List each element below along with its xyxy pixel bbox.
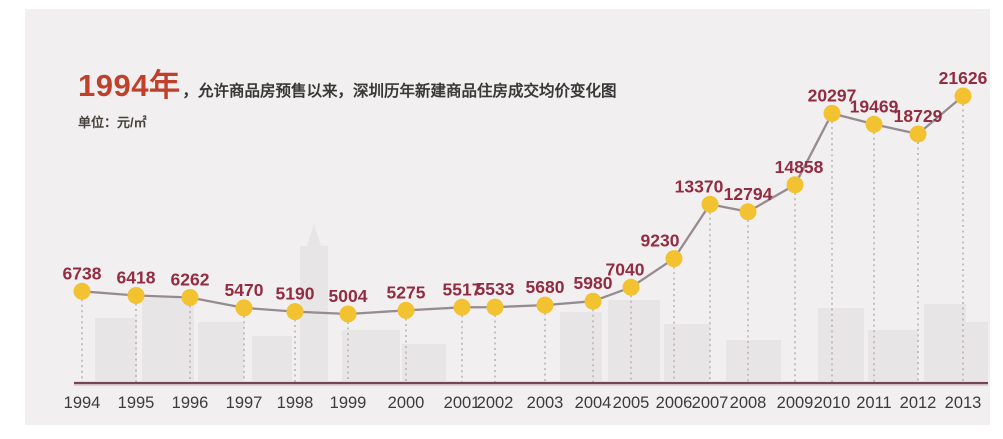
city-skyline-building [924, 304, 966, 381]
city-skyline-building [342, 330, 400, 381]
x-axis-year-label: 2008 [730, 394, 767, 412]
data-point-label: 5470 [225, 280, 264, 300]
city-skyline-building [252, 336, 292, 381]
city-skyline-building [95, 318, 137, 381]
data-point-marker [286, 303, 304, 321]
data-point-marker [339, 305, 357, 323]
title-year-highlight: 1994年 [78, 68, 181, 103]
x-axis-year-label: 1996 [172, 394, 209, 412]
city-skyline-building [402, 344, 446, 381]
data-point-marker [397, 301, 415, 319]
data-point-label: 6418 [117, 268, 156, 288]
data-point-marker [823, 104, 841, 122]
data-point-label: 9230 [641, 231, 680, 251]
title-text: ，允许商品房预售以来，深圳历年新建商品住房成交均价变化图 [182, 83, 617, 100]
data-point-marker [786, 176, 804, 194]
data-point-label: 7040 [606, 259, 645, 279]
data-point-label: 6262 [171, 270, 210, 290]
x-axis-year-label: 1995 [118, 394, 155, 412]
data-point-marker [701, 195, 719, 213]
x-axis-year-label: 2006 [656, 394, 693, 412]
city-skyline-building [142, 298, 194, 381]
data-point-marker [453, 298, 471, 316]
city-skyline-building [818, 308, 864, 381]
city-skyline-building [198, 322, 244, 381]
data-point-label: 13370 [675, 176, 724, 196]
data-point-marker [235, 299, 253, 317]
data-point-label: 5533 [476, 279, 515, 299]
data-point-label: 5680 [526, 277, 565, 297]
data-point-label: 5190 [276, 284, 315, 304]
data-point-marker [73, 282, 91, 300]
x-axis-year-label: 2009 [777, 394, 814, 412]
data-point-marker [954, 87, 972, 105]
x-axis-year-label: 2003 [527, 394, 564, 412]
x-axis-year-label: 2013 [945, 394, 982, 412]
city-skyline-building [560, 312, 602, 381]
data-point-label: 21626 [939, 68, 988, 88]
data-point-marker [486, 298, 504, 316]
x-axis-year-label: 2000 [388, 394, 425, 412]
x-axis-year-label: 2011 [856, 394, 891, 412]
chart-title-block: 1994年 ，允许商品房预售以来，深圳历年新建商品住房成交均价变化图 单位：元/㎡ [78, 60, 616, 131]
x-axis-year-label: 2007 [692, 394, 729, 412]
unit-label: 单位：元/㎡ [78, 115, 147, 130]
x-axis-year-label: 2010 [814, 394, 851, 412]
data-point-marker [536, 296, 554, 314]
city-skyline-building [608, 300, 660, 381]
x-axis-year-label: 1997 [226, 394, 263, 412]
data-point-marker [622, 278, 640, 296]
city-skyline-building [664, 324, 710, 381]
data-point-label: 18729 [894, 106, 943, 126]
city-skyline-building [726, 340, 781, 381]
data-point-marker [909, 125, 927, 143]
data-point-marker [181, 289, 199, 306]
x-axis-year-label: 1998 [277, 394, 314, 412]
x-axis-year-label: 2012 [900, 394, 937, 412]
data-point-label: 5004 [329, 286, 368, 306]
data-point-label: 5980 [574, 273, 613, 293]
data-point-marker [665, 250, 683, 268]
data-point-marker [127, 287, 145, 304]
data-point-marker [739, 203, 757, 221]
x-axis-year-label: 1999 [330, 394, 367, 412]
data-point-label: 19469 [850, 96, 899, 116]
x-axis-year-label: 2002 [477, 394, 514, 412]
city-skyline-tower [300, 224, 328, 381]
x-axis-year-label: 2005 [613, 394, 650, 412]
data-point-label: 20297 [808, 85, 857, 105]
data-point-label: 12794 [724, 184, 773, 204]
data-point-marker [584, 292, 602, 310]
data-point-label: 5275 [387, 282, 426, 302]
data-point-label: 14858 [775, 157, 824, 177]
data-point-marker [865, 115, 883, 133]
price-trend-line [80, 94, 965, 316]
x-axis-year-label: 2001 [444, 394, 481, 412]
data-point-label: 6738 [63, 263, 102, 283]
data-point-label: 5517 [443, 279, 482, 299]
x-axis-year-label: 1994 [64, 394, 101, 412]
city-skyline-building [868, 330, 918, 381]
x-axis-year-label: 2004 [575, 394, 612, 412]
city-skyline-building [962, 322, 988, 381]
